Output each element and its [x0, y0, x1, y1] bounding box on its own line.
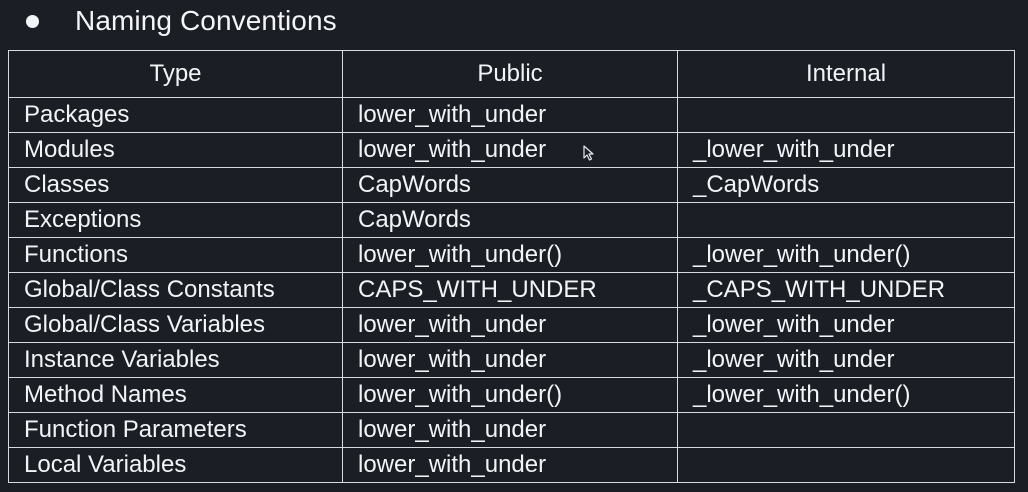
cell-public: lower_with_under: [342, 132, 678, 168]
cell-type: Exceptions: [8, 202, 343, 238]
table-row: Local Variables lower_with_under: [8, 447, 1015, 483]
cell-public: CAPS_WITH_UNDER: [342, 272, 678, 308]
table-row: Global/Class Constants CAPS_WITH_UNDER _…: [8, 272, 1015, 308]
cell-internal: [677, 202, 1015, 238]
table-row: Function Parameters lower_with_under: [8, 412, 1015, 448]
column-header-public: Public: [342, 50, 678, 98]
mouse-pointer-icon: [583, 145, 594, 161]
cell-type: Global/Class Constants: [8, 272, 343, 308]
cell-public: lower_with_under: [342, 97, 678, 133]
table-row: Global/Class Variables lower_with_under …: [8, 307, 1015, 343]
table-row: Modules lower_with_under _lower_with_und…: [8, 132, 1015, 168]
table-row: Exceptions CapWords: [8, 202, 1015, 238]
cell-public: lower_with_under: [342, 447, 678, 483]
cell-public: lower_with_under(): [342, 237, 678, 273]
table-header-row: Type Public Internal: [8, 50, 1015, 98]
cell-type: Packages: [8, 97, 343, 133]
cell-type: Function Parameters: [8, 412, 343, 448]
cell-type: Instance Variables: [8, 342, 343, 378]
cell-public: CapWords: [342, 167, 678, 203]
table-row: Classes CapWords _CapWords: [8, 167, 1015, 203]
cell-public: CapWords: [342, 202, 678, 238]
cell-internal: _lower_with_under(): [677, 377, 1015, 413]
cell-internal: _lower_with_under: [677, 342, 1015, 378]
naming-conventions-table: Type Public Internal Packages lower_with…: [8, 50, 1015, 483]
cell-public: lower_with_under(): [342, 377, 678, 413]
cell-public: lower_with_under: [342, 412, 678, 448]
cell-type: Local Variables: [8, 447, 343, 483]
cell-internal: _CapWords: [677, 167, 1015, 203]
table-row: Method Names lower_with_under() _lower_w…: [8, 377, 1015, 413]
cell-type: Functions: [8, 237, 343, 273]
cell-type: Modules: [8, 132, 343, 168]
cell-internal: _lower_with_under: [677, 132, 1015, 168]
column-header-internal: Internal: [677, 50, 1015, 98]
table-row: Functions lower_with_under() _lower_with…: [8, 237, 1015, 273]
cell-internal: _lower_with_under(): [677, 237, 1015, 273]
cell-internal: [677, 97, 1015, 133]
cell-internal: _lower_with_under: [677, 307, 1015, 343]
section-title: Naming Conventions: [75, 5, 337, 36]
cell-internal: [677, 412, 1015, 448]
cell-type: Classes: [8, 167, 343, 203]
cell-public: lower_with_under: [342, 307, 678, 343]
table-row: Instance Variables lower_with_under _low…: [8, 342, 1015, 378]
cell-internal: [677, 447, 1015, 483]
cell-type: Method Names: [8, 377, 343, 413]
column-header-type: Type: [8, 50, 343, 98]
cell-type: Global/Class Variables: [8, 307, 343, 343]
bullet-heading: Naming Conventions: [26, 2, 337, 40]
cell-internal: _CAPS_WITH_UNDER: [677, 272, 1015, 308]
table-row: Packages lower_with_under: [8, 97, 1015, 133]
bullet-dot-icon: [26, 14, 39, 28]
cell-public: lower_with_under: [342, 342, 678, 378]
